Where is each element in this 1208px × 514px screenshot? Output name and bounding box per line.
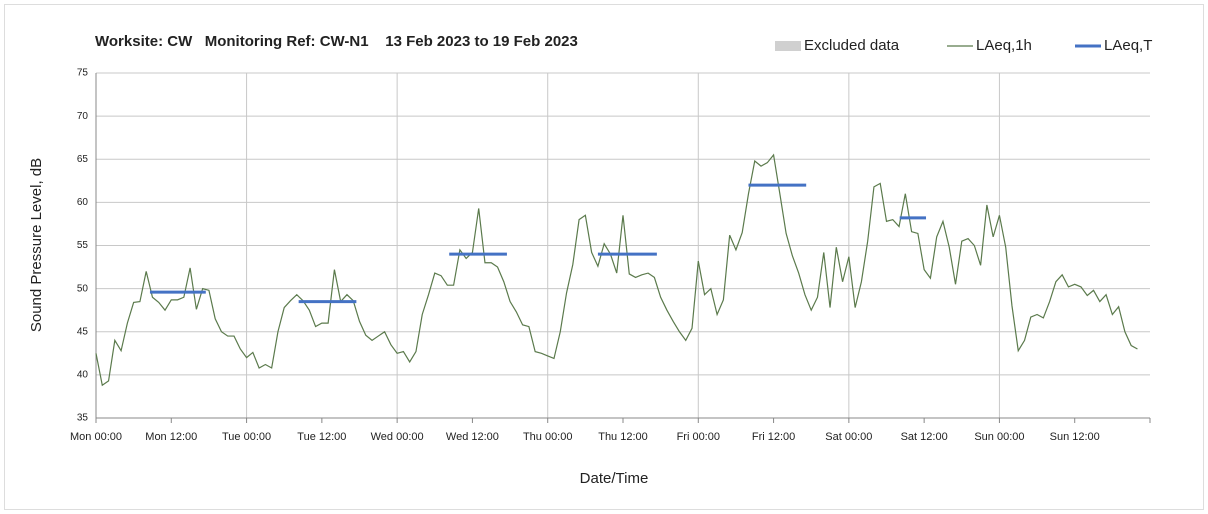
x-tick-label: Thu 00:00	[523, 431, 573, 443]
x-tick-label: Wed 12:00	[446, 431, 499, 443]
y-tick-label: 40	[77, 370, 89, 381]
legend-label: LAeq,T	[1104, 37, 1152, 54]
y-tick-label: 45	[77, 326, 89, 337]
y-tick-label: 70	[77, 111, 89, 122]
x-tick-label: Tue 12:00	[297, 431, 346, 443]
legend-label: Excluded data	[804, 37, 900, 54]
y-tick-label: 65	[77, 154, 89, 165]
legend-label: LAeq,1h	[976, 37, 1032, 54]
frame	[4, 4, 1204, 510]
x-tick-label: Sat 12:00	[901, 431, 948, 443]
x-axis-label: Date/Time	[580, 470, 649, 487]
y-tick-label: 35	[77, 413, 89, 424]
x-tick-label: Fri 12:00	[752, 431, 795, 443]
x-tick-label: Mon 12:00	[145, 431, 197, 443]
chart-title: Worksite: CW Monitoring Ref: CW-N1 13 Fe…	[95, 33, 578, 50]
x-tick-label: Sat 00:00	[825, 431, 872, 443]
y-tick-label: 75	[77, 68, 89, 79]
data-line	[95, 153, 1138, 387]
x-tick-label: Sun 12:00	[1050, 431, 1100, 443]
y-tick-label: 60	[77, 197, 89, 208]
x-tick-label: Fri 00:00	[677, 431, 720, 443]
x-tick-label: Wed 00:00	[371, 431, 424, 443]
x-tick-label: Sun 00:00	[974, 431, 1024, 443]
y-tick-label: 50	[77, 283, 89, 294]
legend-swatch	[775, 41, 801, 51]
x-tick-label: Tue 00:00	[222, 431, 271, 443]
y-axis-label: Sound Pressure Level, dB	[28, 158, 45, 332]
x-tick-label: Mon 00:00	[70, 431, 122, 443]
x-tick-label: Thu 12:00	[598, 431, 648, 443]
y-tick-label: 55	[77, 240, 89, 251]
